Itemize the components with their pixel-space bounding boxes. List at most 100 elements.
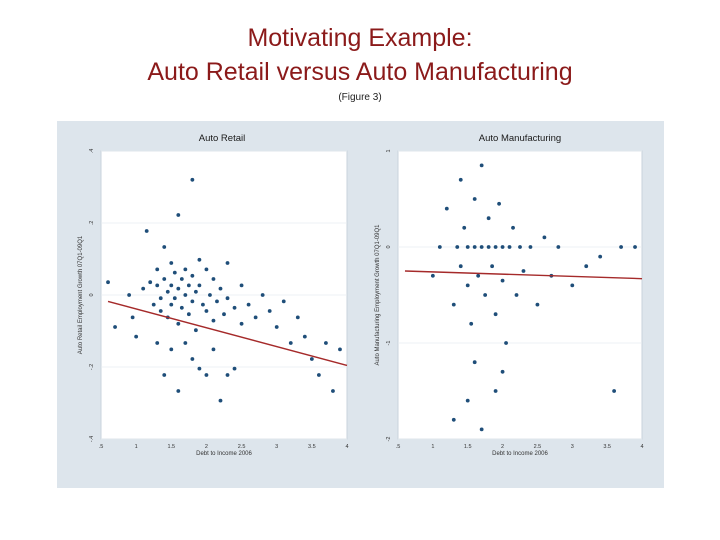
data-point bbox=[465, 398, 470, 403]
data-point bbox=[193, 289, 198, 294]
data-point bbox=[619, 245, 623, 249]
slide-title-line1: Motivating Example: bbox=[247, 24, 473, 52]
data-point bbox=[437, 245, 442, 249]
data-point bbox=[500, 245, 505, 249]
y-tick-label: -.2 bbox=[89, 364, 95, 370]
chart-title: Auto Retail bbox=[199, 133, 245, 144]
data-point bbox=[483, 293, 488, 297]
x-tick-label: 1 bbox=[431, 444, 434, 450]
data-point bbox=[518, 245, 522, 249]
data-point bbox=[211, 277, 216, 281]
data-point bbox=[158, 296, 163, 301]
data-point bbox=[542, 235, 547, 240]
figure-panel: -.4 -.2 0.2.4.5 1 1.5 2 2.5 3 3.5 4 Auto Retail Deb… bbox=[57, 121, 664, 488]
data-point bbox=[497, 201, 501, 206]
data-point bbox=[190, 299, 195, 304]
data-point bbox=[190, 273, 195, 278]
data-point bbox=[465, 283, 470, 288]
x-tick-label: 4 bbox=[640, 444, 643, 450]
data-point bbox=[193, 328, 198, 333]
data-point bbox=[455, 245, 460, 249]
data-point bbox=[208, 293, 212, 297]
data-point bbox=[514, 293, 519, 297]
data-point bbox=[267, 309, 272, 313]
y-tick-label: .4 bbox=[89, 149, 95, 154]
data-point bbox=[260, 293, 265, 297]
x-tick-label: .5 bbox=[99, 444, 104, 450]
data-point bbox=[633, 245, 637, 249]
data-point bbox=[465, 245, 470, 249]
y-tick-label: 0 bbox=[386, 245, 392, 248]
data-point bbox=[162, 277, 167, 281]
data-point bbox=[190, 357, 195, 361]
data-point bbox=[141, 286, 146, 291]
data-point bbox=[511, 225, 515, 230]
data-point bbox=[183, 341, 188, 345]
data-point bbox=[274, 325, 279, 329]
data-point bbox=[288, 341, 293, 345]
figure-caption: (Figure 3) bbox=[338, 92, 382, 103]
data-point bbox=[451, 417, 456, 422]
x-tick-label: 3.5 bbox=[603, 444, 611, 450]
data-point bbox=[176, 213, 181, 217]
data-point bbox=[225, 296, 230, 301]
data-point bbox=[338, 347, 342, 352]
data-point bbox=[239, 321, 244, 326]
data-point bbox=[218, 286, 223, 291]
data-point bbox=[169, 347, 174, 352]
data-point bbox=[469, 321, 474, 326]
data-point bbox=[127, 293, 132, 297]
data-point bbox=[211, 318, 216, 323]
data-point bbox=[222, 312, 226, 317]
data-point bbox=[598, 254, 603, 259]
data-point bbox=[215, 299, 219, 304]
data-point bbox=[151, 302, 156, 307]
x-tick-label: 2 bbox=[501, 444, 504, 450]
data-point bbox=[148, 280, 153, 285]
data-point bbox=[253, 315, 258, 320]
y-tick-label: 0 bbox=[89, 293, 95, 296]
data-point bbox=[134, 334, 139, 339]
data-point bbox=[458, 264, 463, 269]
data-point bbox=[239, 283, 244, 288]
x-tick-label: .5 bbox=[396, 444, 401, 450]
data-point bbox=[486, 216, 491, 221]
data-point bbox=[493, 312, 498, 317]
data-point bbox=[500, 369, 505, 374]
data-point bbox=[316, 373, 321, 377]
data-point bbox=[155, 267, 160, 272]
data-point bbox=[106, 280, 110, 285]
data-point bbox=[521, 269, 526, 273]
data-point bbox=[281, 299, 286, 304]
data-point bbox=[444, 206, 449, 211]
data-point bbox=[162, 245, 167, 249]
x-tick-label: 1 bbox=[135, 444, 138, 450]
data-point bbox=[197, 283, 202, 288]
y-tick-label: -.4 bbox=[89, 436, 95, 442]
data-point bbox=[169, 283, 174, 288]
data-point bbox=[155, 283, 160, 288]
data-point bbox=[197, 366, 202, 371]
fit-line bbox=[107, 300, 348, 367]
data-point bbox=[507, 245, 512, 249]
data-point bbox=[612, 389, 617, 393]
data-point bbox=[472, 245, 477, 249]
data-point bbox=[169, 261, 174, 265]
data-point bbox=[186, 283, 191, 288]
data-point bbox=[528, 245, 533, 249]
data-point bbox=[183, 267, 188, 272]
data-point bbox=[472, 360, 477, 365]
fit-line bbox=[404, 270, 643, 280]
data-point bbox=[155, 341, 160, 345]
data-point bbox=[113, 325, 117, 329]
data-point bbox=[162, 373, 167, 377]
x-tick-label: 1.5 bbox=[167, 444, 175, 450]
data-point bbox=[204, 373, 209, 377]
y-tick-label: -1 bbox=[386, 341, 392, 346]
data-point bbox=[176, 286, 181, 291]
data-point bbox=[302, 334, 307, 339]
data-point bbox=[218, 398, 223, 403]
data-point bbox=[462, 225, 467, 230]
data-point bbox=[493, 245, 498, 249]
